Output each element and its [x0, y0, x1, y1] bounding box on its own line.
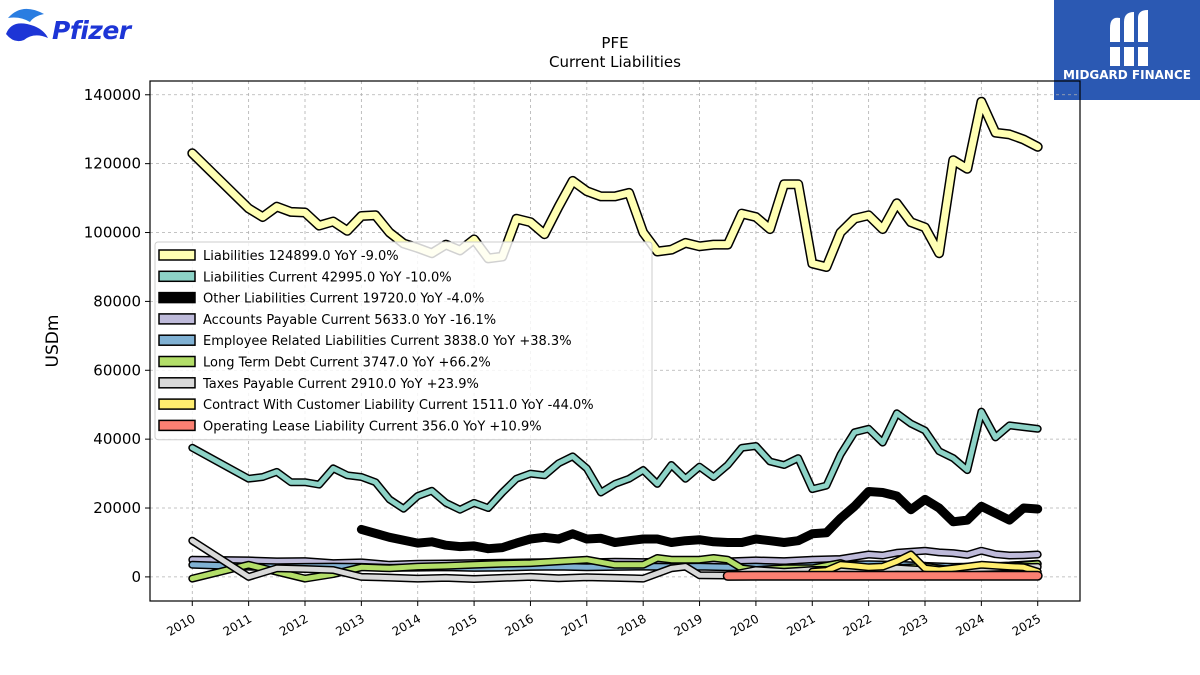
legend-swatch-8 — [158, 419, 196, 432]
x-tick-label: 2024 — [953, 611, 986, 638]
legend-swatch-5 — [158, 355, 196, 368]
legend-label-8: Operating Lease Liability Current 356.0 … — [203, 419, 542, 434]
plot-frame — [149, 80, 1081, 602]
series-line-1 — [189, 409, 1041, 513]
x-tick-label: 2015 — [446, 611, 479, 638]
midgard-finance-logo: MIDGARD FINANCE — [1054, 0, 1200, 100]
series-line-6 — [189, 538, 1041, 582]
x-tick-label: 2011 — [221, 611, 254, 638]
legend-label-7: Contract With Customer Liability Current… — [203, 398, 594, 413]
legend-label-6: Taxes Payable Current 2910.0 YoY +23.9% — [202, 377, 479, 392]
x-tick-label: 2013 — [333, 611, 366, 638]
x-tick-label: 2023 — [897, 611, 930, 638]
x-tick-label: 2012 — [277, 611, 310, 638]
series-line-0 — [188, 98, 1042, 271]
y-tick-label: 0 — [131, 568, 141, 586]
legend-swatch-2 — [158, 291, 196, 304]
y-tick-label: 40000 — [93, 430, 141, 448]
chart-subtitle: Current Liabilities — [549, 53, 681, 71]
x-tick-label: 2018 — [615, 611, 648, 638]
x-tick-label: 2014 — [390, 611, 423, 638]
chart-title: PFE — [601, 34, 628, 52]
x-tick-label: 2010 — [164, 611, 197, 638]
series-layer — [187, 96, 1043, 583]
y-axis-label: USDm — [43, 315, 63, 368]
legend-swatch-4 — [158, 334, 196, 346]
x-axis: 2010 2011 2012 2013 2014 2015 2016 2017 2018 2019… — [164, 601, 1043, 639]
legend-box — [154, 241, 653, 441]
y-tick-label: 20000 — [93, 499, 141, 517]
pfizer-logo: Pfizer — [4, 4, 134, 58]
legend-label-0: Liabilities 124899.0 YoY -9.0% — [203, 249, 399, 264]
x-tick-label: 2017 — [559, 611, 592, 638]
midgard-brand-text: MIDGARD FINANCE — [1063, 68, 1191, 82]
legend-swatch-0 — [158, 249, 196, 261]
x-tick-label: 2022 — [841, 611, 874, 638]
midgard-monogram-icon — [1110, 10, 1148, 66]
x-tick-label: 2021 — [784, 611, 817, 638]
x-tick-label: 2016 — [503, 611, 536, 638]
y-tick-label: 100000 — [84, 224, 141, 242]
pfizer-swirl-icon — [6, 8, 48, 42]
y-tick-label: 120000 — [84, 155, 141, 173]
legend: Liabilities 124899.0 YoY -9.0% Liabilitie… — [154, 241, 653, 441]
x-tick-label: 2020 — [728, 611, 761, 638]
y-tick-label: 80000 — [93, 292, 141, 310]
legend-label-2: Other Liabilities Current 19720.0 YoY -4… — [203, 292, 484, 307]
series-line-7 — [809, 552, 1041, 575]
x-tick-label: 2025 — [1010, 611, 1043, 638]
y-tick-label: 140000 — [84, 86, 141, 104]
pfizer-wordmark: Pfizer — [52, 16, 131, 45]
y-tick-label: 60000 — [93, 361, 141, 379]
legend-label-3: Accounts Payable Current 5633.0 YoY -16.… — [203, 313, 496, 328]
legend-swatch-3 — [158, 313, 196, 325]
legend-swatch-6 — [158, 377, 196, 389]
y-axis: 0 20000 40000 60000 80000 100000 120000 140000 — [84, 86, 150, 586]
legend-label-5: Long Term Debt Current 3747.0 YoY +66.2% — [203, 356, 491, 371]
series-line-2 — [356, 487, 1043, 554]
x-tick-label: 2019 — [672, 611, 705, 638]
legend-label-1: Liabilities Current 42995.0 YoY -10.0% — [203, 270, 452, 285]
legend-swatch-7 — [158, 398, 196, 410]
legend-swatch-1 — [158, 270, 196, 283]
legend-label-4: Employee Related Liabilities Current 383… — [203, 334, 572, 349]
